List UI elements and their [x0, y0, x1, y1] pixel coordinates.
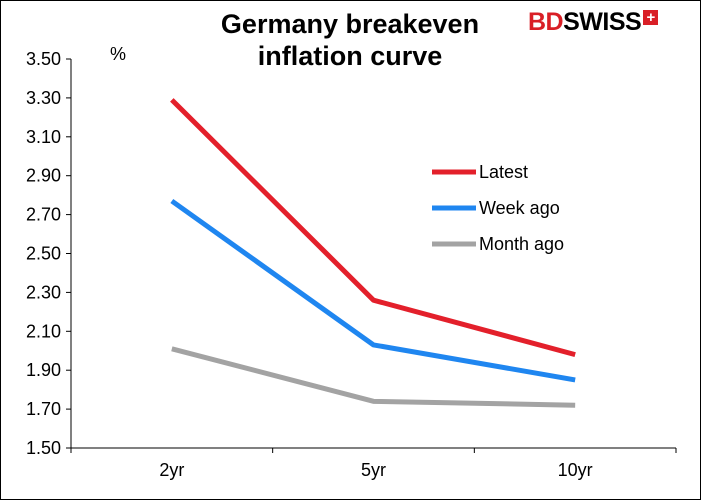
y-tick-label: 2.50 [26, 244, 61, 264]
series-line-month-ago [171, 346, 576, 408]
series-line-latest [170, 98, 576, 358]
y-tick-label: 2.90 [26, 166, 61, 186]
y-tick-label: 1.50 [26, 438, 61, 458]
logo-bd-text: BD [528, 8, 564, 36]
legend-label: Week ago [479, 198, 560, 218]
y-tick-label: 3.10 [26, 127, 61, 147]
y-tick-label: 1.90 [26, 360, 61, 380]
legend: Latest Week ago Month ago [432, 162, 564, 254]
y-tick-label: 2.10 [26, 321, 61, 341]
legend-label: Month ago [479, 234, 564, 254]
y-tick-label: 3.50 [26, 49, 61, 69]
x-tick-label: 10yr [558, 460, 593, 480]
logo-swiss-text: SWISS [563, 8, 642, 36]
legend-label: Latest [479, 162, 528, 182]
y-tick-label: 3.30 [26, 88, 61, 108]
bdswiss-logo: BDSWISS + [528, 8, 659, 36]
series-line-week-ago [170, 198, 576, 383]
x-tick-label: 2yr [159, 460, 184, 480]
chart-title: Germany breakeven inflation curve [220, 9, 480, 71]
y-tick-label: 2.30 [26, 282, 61, 302]
logo-plus-icon: + [643, 10, 659, 25]
y-tick-label: 2.70 [26, 205, 61, 225]
x-tick-label: 5yr [361, 460, 386, 480]
series-layer [170, 98, 576, 408]
y-axis-unit-label: % [110, 44, 127, 64]
y-tick-label: 1.70 [26, 399, 61, 419]
axes: 1.50 1.70 1.90 2.10 2.30 2.50 2.70 2.90 3.10 3.30… [26, 49, 677, 480]
